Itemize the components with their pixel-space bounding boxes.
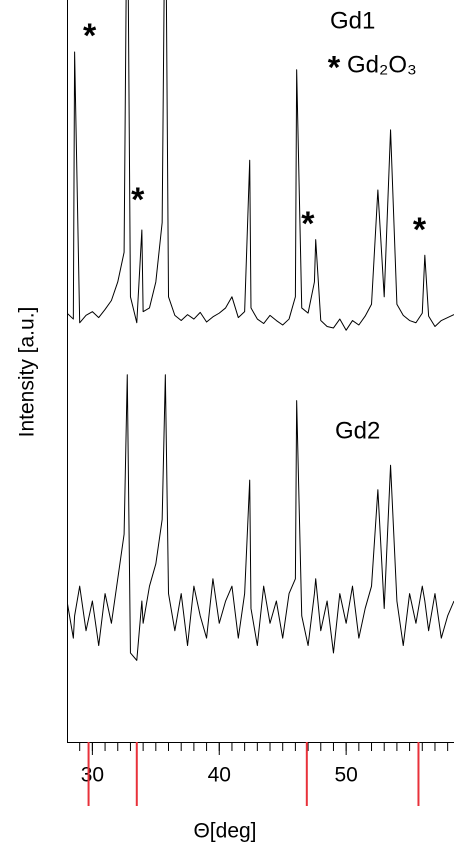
- series-label: Gd1: [330, 7, 375, 34]
- plot-area: [67, 0, 454, 661]
- peak-marker: *: [83, 17, 97, 55]
- y-axis-title: Intensity [a.u.]: [16, 307, 39, 438]
- x-axis-title: Θ[deg]: [193, 820, 256, 843]
- peak-marker: *: [131, 181, 145, 219]
- x-tick-label: 50: [334, 764, 357, 787]
- peak-marker: *: [413, 211, 427, 249]
- series-line: [67, 0, 454, 331]
- series-label: Gd2: [335, 417, 380, 444]
- legend-label: Gd₂O₃: [347, 51, 417, 78]
- legend-symbol: *: [328, 49, 341, 85]
- series-line: [67, 374, 454, 661]
- x-tick-label: 40: [208, 764, 231, 787]
- x-tick-label: 30: [81, 764, 104, 787]
- peak-marker: *: [301, 205, 315, 243]
